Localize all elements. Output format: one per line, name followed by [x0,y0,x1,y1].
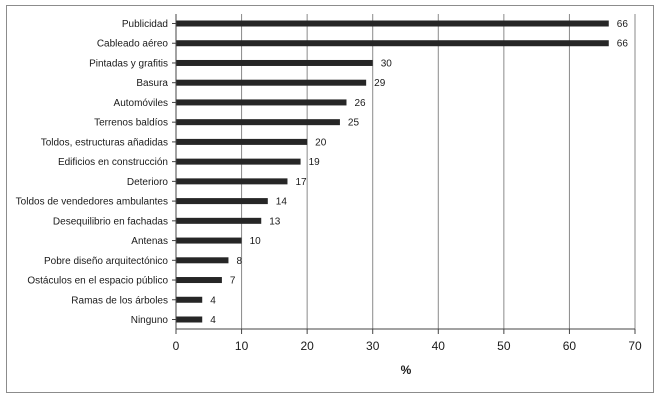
x-tick-label-60: 60 [563,339,577,353]
bar-9 [176,198,268,205]
category-label: Desequilibrio en fachadas [53,216,168,227]
label-layer: Publicidad 66 Cableado aéreo 66 Pintadas y g… [16,19,629,326]
bar-15 [176,316,203,323]
value-label: 66 [617,19,629,30]
x-tick-label-70: 70 [628,339,642,353]
value-label: 13 [269,216,281,227]
x-tick-label-10: 10 [235,339,249,353]
value-label: 25 [348,118,360,129]
bar-10 [176,217,262,224]
bar-1 [176,40,609,47]
value-label: 20 [315,137,327,148]
category-label: Pobre diseño arquitectónico [44,256,168,267]
category-label: Ninguno [131,315,169,326]
chart-frame [6,5,654,393]
bar-5 [176,119,340,126]
value-label: 17 [295,177,307,188]
category-label: Automóviles [114,98,168,109]
value-label: 4 [210,315,216,326]
bar-7 [176,158,301,165]
value-label: 19 [309,157,321,168]
x-tick-label-20: 20 [300,339,314,353]
bar-6 [176,138,308,145]
value-label: 14 [276,197,288,208]
value-label: 8 [236,256,242,267]
category-label: Toldos, estructuras añadidas [41,137,168,148]
category-label: Publicidad [122,19,168,30]
category-label: Ramas de los árboles [71,295,168,306]
category-label: Antenas [131,236,168,247]
bar-13 [176,277,222,284]
category-label: Basura [136,78,168,89]
category-label: Edificios en construcción [58,157,168,168]
bar-12 [176,257,229,264]
category-label: Cableado aéreo [97,39,169,50]
value-label: 10 [250,236,262,247]
category-label: Deterioro [127,177,169,188]
x-tick-label-0: 0 [173,339,180,353]
bar-2 [176,59,373,66]
value-label: 26 [354,98,366,109]
bar-0 [176,20,609,27]
bar-layer [176,20,609,323]
value-label: 4 [210,295,216,306]
x-axis-title: % [401,363,412,377]
category-label: Toldos de vendedores ambulantes [16,197,168,208]
value-label: 30 [381,58,393,69]
bar-3 [176,79,367,86]
category-label: Terrenos baldíos [94,118,168,129]
x-tick-label-50: 50 [497,339,511,353]
value-label: 29 [374,78,386,89]
x-tick-label-40: 40 [432,339,446,353]
value-label: 66 [617,39,629,50]
bar-14 [176,296,203,303]
bar-4 [176,99,347,106]
category-label: Ostáculos en el espacio público [27,276,168,287]
value-label: 7 [230,276,236,287]
bar-8 [176,178,288,185]
x-tick-label-30: 30 [366,339,380,353]
category-label: Pintadas y grafitis [89,58,168,69]
bar-11 [176,237,242,244]
axis-layer: 0 10 20 30 40 50 60 70 [172,14,642,353]
